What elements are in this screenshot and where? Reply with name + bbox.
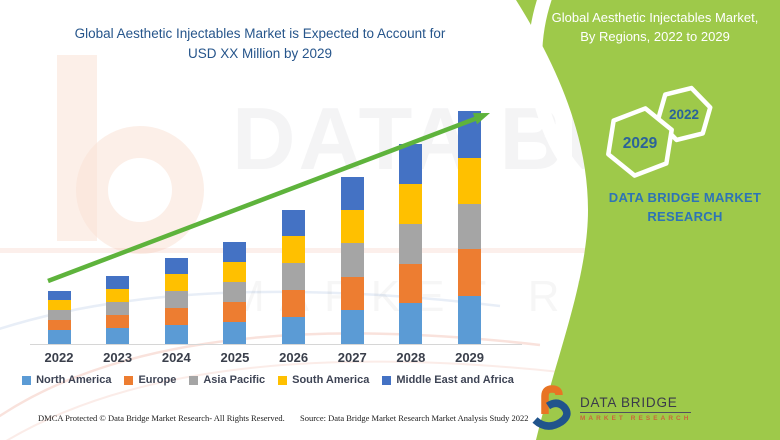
bar-segment-asia-pacific-2024 bbox=[164, 291, 188, 308]
chart-title-line1: Global Aesthetic Injectables Market is E… bbox=[74, 26, 446, 41]
bar-segment-south-america-2022 bbox=[47, 300, 71, 310]
bar-segment-middle-east-and-africa-2027 bbox=[340, 177, 364, 210]
x-axis-label-2029: 2029 bbox=[455, 350, 485, 365]
logo-subtitle: MARKET RESEARCH bbox=[580, 414, 692, 422]
legend-swatch bbox=[189, 375, 199, 385]
bar-segment-asia-pacific-2029 bbox=[458, 204, 482, 249]
legend-item-asia-pacific: Asia Pacific bbox=[189, 374, 265, 386]
bar-segment-europe-2027 bbox=[340, 277, 364, 310]
bar-segment-asia-pacific-2025 bbox=[223, 282, 247, 302]
x-axis-line bbox=[30, 344, 522, 345]
x-axis-label-2023: 2023 bbox=[103, 350, 133, 365]
bar-segment-europe-2029 bbox=[458, 249, 482, 296]
bar-segment-south-america-2026 bbox=[282, 236, 306, 263]
bar-segment-north-america-2025 bbox=[223, 322, 247, 344]
panel-title-line2: By Regions, 2022 to 2029 bbox=[580, 29, 730, 44]
logo-blue-swoosh bbox=[532, 399, 571, 430]
bar-segment-south-america-2024 bbox=[164, 274, 188, 291]
logo-name: DATA BRIDGE bbox=[580, 395, 692, 413]
x-axis-label-2026: 2026 bbox=[279, 350, 309, 365]
bar-segment-europe-2026 bbox=[282, 290, 306, 317]
bar-segment-asia-pacific-2027 bbox=[340, 243, 364, 277]
databridge-logo: DATA BRIDGE MARKET RESEARCH bbox=[532, 383, 692, 433]
bar-segment-north-america-2024 bbox=[164, 325, 188, 344]
bar-segment-north-america-2022 bbox=[47, 330, 71, 344]
bar-segment-europe-2022 bbox=[47, 320, 71, 330]
legend-item-north-america: North America bbox=[22, 374, 111, 386]
x-axis-labels: 2022 2023 2024 2025 2026 2027 2028 2029 bbox=[0, 350, 530, 366]
panel-title: Global Aesthetic Injectables Market, By … bbox=[540, 8, 770, 46]
bar-segment-europe-2028 bbox=[399, 264, 423, 303]
bar-segment-asia-pacific-2023 bbox=[106, 302, 130, 315]
legend-swatch bbox=[278, 375, 288, 385]
legend-item-europe: Europe bbox=[124, 374, 176, 386]
legend-label: Middle East and Africa bbox=[396, 374, 514, 386]
bar-segment-asia-pacific-2022 bbox=[47, 310, 71, 320]
bar-segment-middle-east-and-africa-2024 bbox=[164, 258, 188, 274]
bar-segment-south-america-2028 bbox=[399, 184, 423, 224]
bar-segment-south-america-2025 bbox=[223, 262, 247, 282]
x-axis-label-2025: 2025 bbox=[220, 350, 250, 365]
bar-segment-europe-2024 bbox=[164, 308, 188, 325]
chart-title-line2: USD XX Million by 2029 bbox=[187, 46, 333, 61]
x-axis-label-2028: 2028 bbox=[396, 350, 426, 365]
legend-label: South America bbox=[292, 374, 370, 386]
chart-title: Global Aesthetic Injectables Market is E… bbox=[40, 24, 480, 64]
logo-text-block: DATA BRIDGE MARKET RESEARCH bbox=[580, 395, 692, 422]
legend-label: Asia Pacific bbox=[203, 374, 266, 386]
bar-segment-asia-pacific-2028 bbox=[399, 224, 423, 264]
legend-swatch bbox=[22, 375, 32, 385]
legend-swatch bbox=[124, 375, 134, 385]
source-note: Source: Data Bridge Market Research Mark… bbox=[300, 413, 529, 423]
bar-segment-south-america-2027 bbox=[340, 210, 364, 243]
panel-title-line1: Global Aesthetic Injectables Market, bbox=[551, 10, 759, 25]
bar-segment-middle-east-and-africa-2029 bbox=[458, 111, 482, 158]
bar-segment-south-america-2023 bbox=[106, 289, 130, 302]
legend-label: Europe bbox=[138, 374, 177, 386]
bar-segment-europe-2025 bbox=[223, 302, 247, 322]
legend-item-south-america: South America bbox=[278, 374, 369, 386]
bar-segment-north-america-2026 bbox=[282, 317, 306, 344]
bar-segment-asia-pacific-2026 bbox=[282, 263, 306, 290]
legend-item-middle-east-and-africa: Middle East and Africa bbox=[382, 374, 514, 386]
bar-segment-north-america-2028 bbox=[399, 303, 423, 344]
x-axis-label-2024: 2024 bbox=[161, 350, 191, 365]
bar-segment-middle-east-and-africa-2023 bbox=[106, 276, 130, 289]
panel-brand-text: DATA BRIDGE MARKET RESEARCH bbox=[600, 188, 770, 226]
dmca-notice: DMCA Protected © Data Bridge Market Rese… bbox=[38, 413, 285, 423]
bar-segment-south-america-2029 bbox=[458, 158, 482, 204]
stacked-bar-chart bbox=[0, 104, 530, 344]
databridge-logo-mark bbox=[532, 385, 571, 430]
bar-segment-middle-east-and-africa-2028 bbox=[399, 144, 423, 184]
legend-swatch bbox=[382, 375, 392, 385]
bar-segment-middle-east-and-africa-2025 bbox=[223, 242, 247, 262]
bar-segment-north-america-2027 bbox=[340, 310, 364, 344]
bar-segment-europe-2023 bbox=[106, 315, 130, 328]
x-axis-label-2022: 2022 bbox=[44, 350, 74, 365]
bar-segment-north-america-2023 bbox=[106, 328, 130, 344]
panel-brand-line2: RESEARCH bbox=[647, 209, 723, 224]
bar-segment-middle-east-and-africa-2022 bbox=[47, 291, 71, 300]
panel-brand-line1: DATA BRIDGE MARKET bbox=[608, 190, 762, 205]
legend-label: North America bbox=[36, 374, 112, 386]
chart-legend: North America Europe Asia Pacific South Ame… bbox=[18, 374, 518, 386]
bar-segment-middle-east-and-africa-2026 bbox=[282, 210, 306, 236]
bar-segment-north-america-2029 bbox=[458, 296, 482, 344]
x-axis-label-2027: 2027 bbox=[337, 350, 367, 365]
